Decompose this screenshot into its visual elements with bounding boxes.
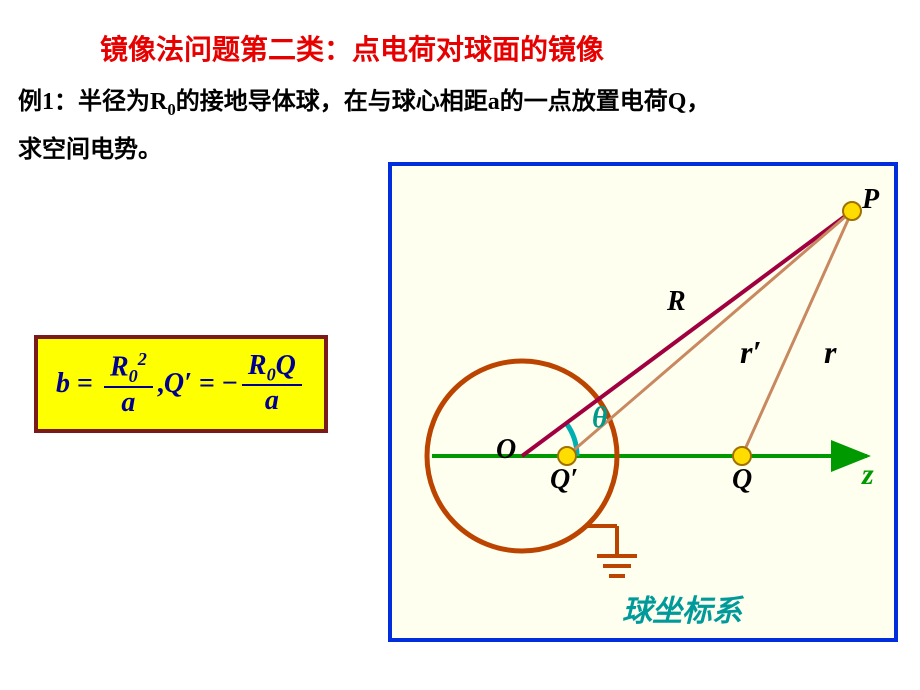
comma: , [157, 368, 164, 400]
var-Qp: Q′ [164, 368, 192, 400]
example-line2: 求空间电势。 [18, 137, 162, 163]
label-rprime: r′ [740, 334, 761, 371]
frac-1: R02 a [104, 349, 153, 419]
label-Q: Q [732, 464, 752, 496]
line-QprimeP [567, 211, 852, 456]
label-z: z [862, 458, 874, 492]
eq2: = [192, 368, 222, 400]
label-theta: θ [592, 401, 608, 435]
var-b: b [56, 368, 70, 400]
example-mid: 的接地导体球，在与球心相距a的一点放置电荷Q， [176, 89, 711, 115]
diagram: P R r′ r θ O Q′ Q z 球坐标系 [388, 162, 898, 642]
point-Qprime [558, 447, 576, 465]
label-Qprime: Q′ [550, 464, 578, 496]
r0: R0 [150, 89, 176, 115]
formula-box: b = R02 a , Q′ = − R0Q a [34, 335, 328, 433]
minus: − [222, 368, 238, 400]
eq1: = [70, 368, 100, 400]
example-text: 例1：半径为R0的接地导体球，在与球心相距a的一点放置电荷Q， 求空间电势。 [18, 78, 902, 174]
label-P: P [862, 184, 879, 216]
label-R: R [667, 286, 686, 318]
page-title: 镜像法问题第二类：点电荷对球面的镜像 [100, 28, 604, 68]
point-P [843, 202, 861, 220]
line-OP [522, 211, 852, 456]
frac-2: R0Q a [242, 351, 302, 417]
coord-system-label: 球坐标系 [622, 586, 742, 630]
example-prefix: 例1：半径为 [18, 89, 150, 115]
label-r: r [824, 334, 836, 371]
label-O: O [496, 434, 516, 466]
point-Q [733, 447, 751, 465]
diagram-svg [392, 166, 902, 646]
